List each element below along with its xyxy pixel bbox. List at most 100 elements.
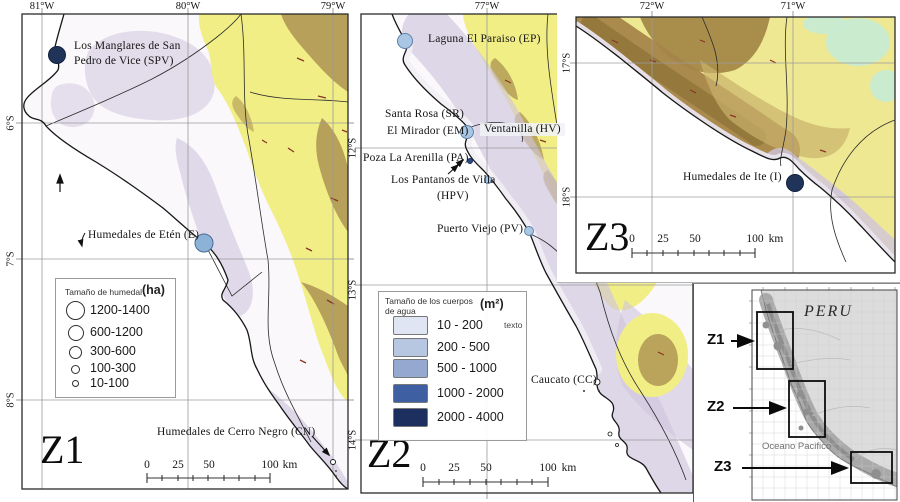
z3-ytick-18s: 18°S [561,186,573,208]
z1-legend-class-0: 1200-1400 [90,303,150,317]
z3-scalebar-50: 50 [689,233,701,245]
z1-graticule [22,14,348,489]
z2-legend-label-3: 1000 - 2000 [437,386,504,400]
z3-ytick-17s: 17°S [561,52,573,74]
inset-label-z3: Z3 [714,458,732,475]
z2-scalebar-25: 25 [448,462,460,474]
marker-ep [397,33,413,49]
z1-scalebar-25: 25 [172,459,184,471]
panel-label-z1: Z1 [40,427,85,472]
marker-eten [194,233,214,253]
z2-xtick-77w: 77°W [474,1,500,12]
z2-legend-swatch-4 [393,408,428,427]
legend-circle-100-300 [71,365,80,374]
site-label-spv-line1: Los Manglares de San [74,40,181,52]
cn-leader-arrow [311,435,331,457]
z3-border [575,16,896,274]
z3-xtick-71w: 71°W [780,1,806,12]
z1-legend-class-2: 300-600 [90,344,136,358]
site-label-ep: Laguna El Paraiso (EP) [428,33,541,45]
site-label-hv: Ventanilla (HV) [480,123,565,136]
site-label-hpv-line1: Los Pantanos de Villa [391,174,496,186]
inset-arrows [731,334,849,475]
site-label-cc: Caucato (CC) [531,374,597,386]
marker-pv [524,226,534,236]
z3-scalebar [631,248,756,258]
site-label-pa: Poza La Arenilla (PA) [363,152,469,164]
z1-scalebar-0: 0 [144,459,150,471]
z2-ytick-12s: 12°S [347,137,359,159]
inset-country-label: PERU [804,303,853,320]
inset-frame-ticks [749,287,896,478]
z3-scalebar-25: 25 [657,233,669,245]
z2-legend-note: texto [504,320,523,330]
site-label-pv: Puerto Viejo (PV) [437,223,524,235]
eten-leader-arrow [77,232,86,248]
z3-map [557,0,900,283]
site-label-sr: Santa Rosa (SR) [385,108,465,120]
site-label-ite: Humedales de Ite (I) [683,171,782,183]
z2-legend-label-2: 500 - 1000 [437,361,497,375]
z1-ytick-7s: 7°S [5,251,17,267]
marker-spv [48,46,66,64]
marker-em [460,125,474,139]
legend-circle-10-100 [72,380,79,387]
z2-legend-swatch-0 [393,316,428,335]
legend-circle-1200-1400 [66,301,85,320]
z1-terrain [22,14,348,489]
z2-legend: Tamaño de los cuerpos de agua (m²) texto… [378,291,527,441]
z2-scalebar-50: 50 [480,462,492,474]
z3-scalebar-unit: km [768,233,784,245]
inset-box-z2 [788,380,826,438]
site-label-hpv-line2: (HPV) [437,190,469,202]
z1-axis-ticks [16,8,354,401]
site-label-em: El Mirador (EM) [387,125,469,137]
north-arrow-icon [56,173,64,192]
marker-cc [593,378,601,386]
inset-box-z1 [756,311,794,370]
inset-label-z1: Z1 [707,331,725,348]
z1-scalebar-100: 100 [261,459,279,471]
inset-site-dots [762,321,881,479]
panel-label-z3: Z3 [585,214,630,259]
z1-xtick-79w: 79°W [320,1,346,12]
z1-xtick-81w: 81°W [29,1,55,12]
z2-legend-title-line1: Tamaño de los cuerpos [385,296,473,306]
z1-legend-class-4: 10-100 [90,376,129,390]
z3-coastline [576,25,895,263]
z2-legend-unit: (m²) [480,297,504,311]
z2-legend-label-4: 2000 - 4000 [437,410,504,424]
site-label-cn: Humedales de Cerro Negro (CN) [157,426,316,438]
z1-legend-class-1: 600-1200 [90,325,143,339]
site-label-eten: Humedales de Etén (E) [88,229,200,241]
z1-ytick-8s: 8°S [5,392,17,408]
z2-legend-swatch-2 [393,359,428,378]
z2-scalebar-0: 0 [420,462,426,474]
z2-legend-label-0: 10 - 200 [437,318,483,332]
z1-legend-class-3: 100-300 [90,361,136,375]
z2-legend-swatch-3 [393,384,428,403]
site-label-spv-line2: Pedro de Vice (SPV) [74,55,174,67]
z1-legend: Tamaño de humedal (ha) 1200-1400 600-120… [55,278,176,398]
inset-frame [751,289,898,501]
z1-scalebar-unit: km [282,459,298,471]
z2-scalebar-100: 100 [539,462,557,474]
z1-ytick-6s: 6°S [5,115,17,131]
z2-ytick-14s: 14°S [347,429,359,451]
marker-ite [786,174,804,192]
z3-xtick-72w: 72°W [639,1,665,12]
inset-peru-map [693,283,900,502]
legend-circle-300-600 [69,346,82,359]
z1-legend-title: Tamaño de humedal [65,287,143,297]
z3-scalebar-100: 100 [746,233,764,245]
z2-coastline [391,14,662,493]
z2-scalebar [422,477,549,487]
pa-leader-arrows [447,158,465,175]
inset-label-z2: Z2 [707,398,725,415]
z2-ytick-13s: 13°S [347,279,359,301]
z2-legend-title-line2: de agua [385,306,416,316]
z1-xtick-80w: 80°W [175,1,201,12]
z3-terrain [576,17,895,273]
z2-legend-swatch-1 [393,338,428,357]
